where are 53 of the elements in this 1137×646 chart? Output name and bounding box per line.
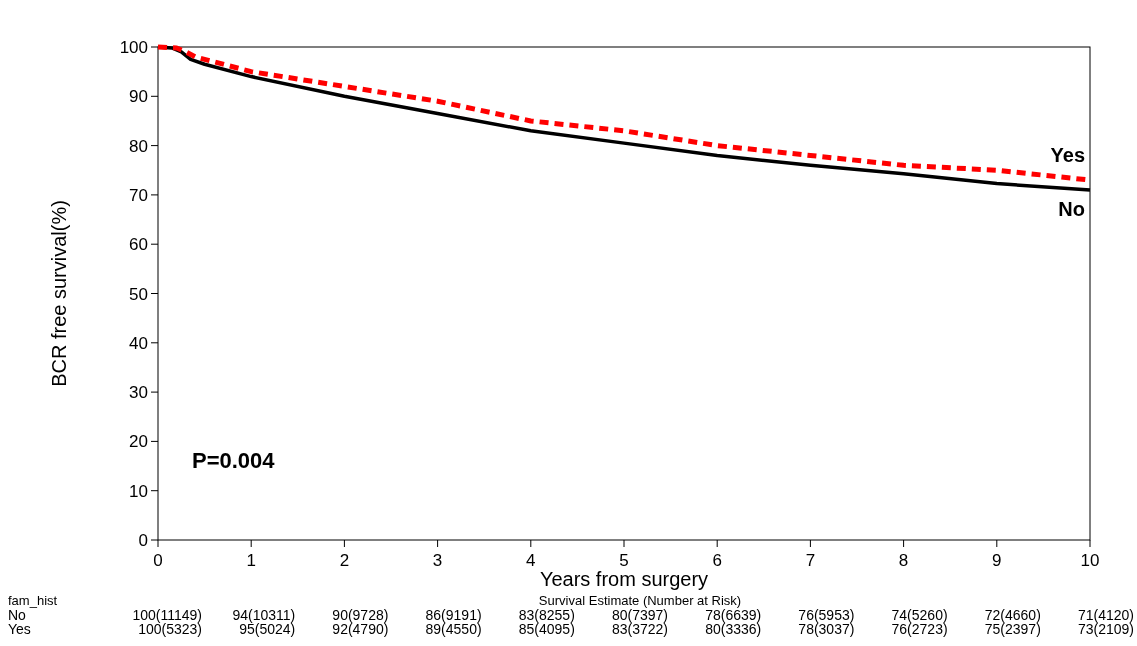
x-tick-label: 8: [898, 551, 909, 570]
y-tick-label: 10: [129, 481, 148, 501]
text: 71(4120): [1077, 607, 1134, 623]
text: 100(11149): [132, 607, 202, 623]
y-axis-title: BCR free survival(%): [48, 200, 70, 387]
text: 100(5323): [138, 621, 202, 637]
text: 83(3722): [611, 621, 668, 637]
text: 80(3336): [705, 621, 762, 637]
y-tick-label: 50: [129, 284, 148, 304]
y-tick-label: 80: [129, 136, 148, 156]
text: 86(9191): [425, 607, 482, 623]
text: 72(4660): [984, 607, 1041, 623]
y-tick-label: 40: [129, 333, 148, 353]
y-tick-label: 0: [138, 531, 148, 550]
text: 83(8255): [518, 607, 575, 623]
text: 89(4550): [425, 621, 482, 637]
y-tick-label: 20: [129, 432, 148, 452]
series-label: Yes: [1050, 144, 1085, 167]
x-tick-label: 3: [432, 551, 443, 570]
x-axis-title: Years from surgery: [539, 568, 709, 590]
text: Survival Estimate (Number at Risk): [538, 593, 742, 608]
text: 94(10311): [232, 607, 296, 623]
text: 80(7397): [611, 607, 668, 623]
y-tick-label: 70: [129, 185, 148, 205]
x-tick-label: 2: [339, 551, 350, 570]
text: 76(5953): [798, 607, 855, 623]
y-tick-label: 30: [129, 383, 148, 403]
x-tick-label: 7: [805, 551, 816, 570]
x-tick-label: 4: [526, 551, 536, 570]
text: 76(2723): [891, 621, 948, 637]
text: 75(2397): [984, 621, 1041, 637]
series-label: No: [1058, 197, 1085, 220]
text: 74(5260): [891, 607, 948, 623]
y-tick-label: 90: [129, 87, 148, 107]
x-tick-label: 10: [1080, 551, 1100, 570]
text: fam_hist: [8, 593, 58, 608]
text: 78(6639): [705, 607, 762, 623]
x-tick-label: 6: [712, 551, 722, 570]
text: 78(3037): [798, 621, 855, 637]
text: 85(4095): [518, 621, 575, 637]
x-tick-label: 9: [992, 551, 1002, 570]
text: 90(9728): [332, 607, 389, 623]
text: 92(4790): [332, 621, 389, 637]
y-tick-label: 100: [119, 38, 148, 57]
text: No: [8, 607, 26, 623]
annotation: P=0.004: [192, 448, 276, 473]
x-tick-label: 5: [619, 551, 629, 570]
text: 95(5024): [239, 621, 296, 637]
text: Yes: [8, 621, 31, 637]
x-tick-label: 0: [153, 551, 163, 570]
x-tick-label: 1: [246, 551, 256, 570]
y-tick-label: 60: [129, 235, 148, 255]
text: 73(2109): [1077, 621, 1134, 637]
